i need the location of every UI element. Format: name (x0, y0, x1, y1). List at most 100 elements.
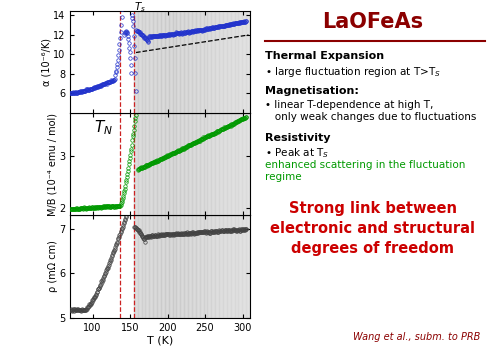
Bar (208, 113, 211, 215)
Bar (142, 11, 146, 113)
Bar (192, 11, 196, 113)
Bar (196, 113, 200, 215)
Bar (238, 11, 242, 113)
Y-axis label: ρ (mΩ cm): ρ (mΩ cm) (48, 241, 58, 292)
Bar (234, 11, 238, 113)
Bar (184, 113, 188, 215)
Bar (219, 11, 223, 113)
Bar (200, 215, 203, 318)
Bar (134, 215, 250, 318)
X-axis label: T (K): T (K) (147, 335, 173, 345)
Bar (142, 215, 146, 318)
Bar (242, 113, 246, 215)
Bar (180, 113, 184, 215)
Bar (246, 113, 250, 215)
Bar (165, 11, 168, 113)
Bar (168, 215, 172, 318)
Bar (208, 215, 211, 318)
Bar (172, 113, 176, 215)
Bar (176, 11, 180, 113)
Text: enhanced scattering in the fluctuation: enhanced scattering in the fluctuation (265, 160, 465, 169)
Bar (161, 113, 165, 215)
Bar (146, 11, 149, 113)
Text: • linear T-dependence at high T,: • linear T-dependence at high T, (265, 100, 433, 109)
Bar (219, 215, 223, 318)
Bar (223, 113, 227, 215)
Bar (149, 113, 153, 215)
Bar (184, 11, 188, 113)
Bar (142, 113, 146, 215)
Bar (153, 11, 157, 113)
Bar (172, 215, 176, 318)
Bar (146, 113, 149, 215)
Bar (176, 215, 180, 318)
Bar (196, 215, 200, 318)
Text: • Peak at T$_S$: • Peak at T$_S$ (265, 146, 329, 160)
Text: only weak changes due to fluctuations: only weak changes due to fluctuations (265, 112, 476, 122)
Bar (188, 215, 192, 318)
Bar (134, 11, 250, 113)
Bar (157, 113, 161, 215)
Bar (165, 215, 168, 318)
Bar (192, 215, 196, 318)
Bar (149, 11, 153, 113)
Bar (200, 113, 203, 215)
Bar (180, 215, 184, 318)
Text: Thermal Expansion: Thermal Expansion (265, 51, 384, 61)
Bar (134, 113, 250, 215)
Bar (238, 113, 242, 215)
Bar (234, 215, 238, 318)
Text: $T_N$: $T_N$ (94, 118, 113, 137)
Bar (212, 11, 215, 113)
Bar (212, 215, 215, 318)
Bar (230, 215, 234, 318)
Bar (138, 113, 141, 215)
Bar (161, 11, 165, 113)
Bar (215, 11, 219, 113)
Bar (168, 113, 172, 215)
Bar (212, 113, 215, 215)
Bar (176, 113, 180, 215)
Y-axis label: α (10⁻⁶/K): α (10⁻⁶/K) (42, 38, 51, 86)
Bar (200, 11, 203, 113)
Text: Strong link between
electronic and structural
degrees of freedom: Strong link between electronic and struc… (270, 201, 475, 256)
Bar (246, 11, 250, 113)
Bar (138, 215, 141, 318)
Bar (234, 113, 238, 215)
Bar (223, 11, 227, 113)
Bar (138, 11, 141, 113)
Text: Resistivity: Resistivity (265, 133, 330, 143)
Text: • large fluctuation region at T>T$_S$: • large fluctuation region at T>T$_S$ (265, 65, 441, 79)
Bar (223, 215, 227, 318)
Bar (146, 215, 149, 318)
Text: Magnetisation:: Magnetisation: (265, 86, 358, 96)
Bar (134, 11, 138, 113)
Bar (204, 113, 208, 215)
Bar (153, 215, 157, 318)
Bar (149, 215, 153, 318)
Bar (165, 113, 168, 215)
Text: $T_s$: $T_s$ (134, 1, 146, 14)
Bar (219, 113, 223, 215)
Text: LaOFeAs: LaOFeAs (322, 12, 423, 32)
Text: Wang et al., subm. to PRB: Wang et al., subm. to PRB (353, 333, 480, 342)
Bar (215, 215, 219, 318)
Bar (157, 215, 161, 318)
Text: regime: regime (265, 172, 302, 182)
Bar (230, 113, 234, 215)
Bar (134, 113, 138, 215)
Bar (184, 215, 188, 318)
Bar (227, 215, 230, 318)
Bar (188, 113, 192, 215)
Bar (227, 113, 230, 215)
Bar (192, 113, 196, 215)
Bar (238, 215, 242, 318)
Bar (180, 11, 184, 113)
Bar (215, 113, 219, 215)
Bar (161, 215, 165, 318)
Bar (172, 11, 176, 113)
Y-axis label: M/B (10⁻⁴ emu / mol): M/B (10⁻⁴ emu / mol) (48, 113, 58, 216)
Bar (134, 215, 138, 318)
Bar (242, 11, 246, 113)
Bar (204, 215, 208, 318)
